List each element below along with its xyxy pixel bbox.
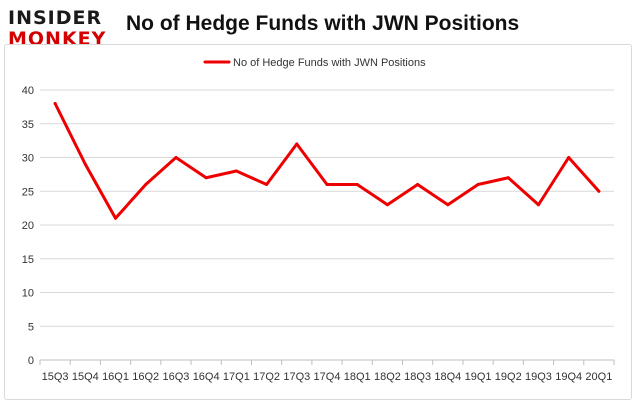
data-point-17Q4	[325, 183, 329, 186]
x-tick-label: 16Q4	[193, 371, 220, 383]
logo-line-insider: INSIDER	[8, 7, 103, 29]
data-point-17Q2	[265, 183, 269, 186]
x-tick-label: 17Q3	[283, 371, 310, 383]
data-point-17Q3	[295, 142, 299, 146]
x-tick-label: 18Q4	[434, 371, 461, 383]
x-tick-label: 15Q3	[42, 371, 69, 383]
chart-frame	[4, 44, 632, 400]
y-tick-label: 35	[22, 119, 34, 131]
y-tick-label: 25	[22, 186, 34, 198]
y-tick-label: 0	[28, 355, 34, 367]
chart-title: No of Hedge Funds with JWN Positions	[126, 12, 520, 35]
data-point-20Q1	[597, 189, 601, 193]
x-tick-label: 16Q3	[162, 371, 189, 383]
data-point-16Q2	[144, 183, 148, 186]
data-point-18Q3	[416, 183, 420, 186]
y-tick-label: 30	[22, 153, 34, 165]
y-tick-label: 40	[22, 85, 34, 97]
legend-label: No of Hedge Funds with JWN Positions	[233, 57, 426, 69]
x-tick-label: 19Q2	[495, 371, 522, 383]
x-tick-label: 15Q4	[72, 371, 99, 383]
data-point-19Q3	[536, 203, 540, 207]
x-tick-label: 19Q4	[555, 371, 582, 383]
x-tick-label: 17Q4	[314, 371, 341, 383]
data-point-17Q1	[234, 169, 238, 173]
x-tick-label: 17Q2	[253, 371, 280, 383]
data-point-19Q1	[476, 183, 480, 186]
x-tick-label: 16Q2	[132, 371, 159, 383]
x-tick-label: 19Q3	[525, 371, 552, 383]
x-tick-label: 18Q3	[404, 371, 431, 383]
x-tick-label: 16Q1	[102, 371, 129, 383]
data-point-16Q4	[204, 176, 208, 180]
y-tick-label: 15	[22, 254, 34, 266]
x-tick-label: 18Q1	[344, 371, 371, 383]
data-point-18Q1	[355, 183, 359, 186]
x-tick-label: 17Q1	[223, 371, 250, 383]
data-point-19Q2	[506, 176, 510, 180]
data-point-16Q1	[114, 216, 118, 220]
data-point-18Q2	[385, 203, 389, 207]
data-point-15Q3	[53, 102, 57, 105]
y-tick-label: 10	[22, 288, 34, 300]
data-point-18Q4	[446, 203, 450, 207]
y-tick-label: 5	[28, 321, 34, 333]
x-tick-label: 18Q2	[374, 371, 401, 383]
x-tick-label: 20Q1	[585, 371, 612, 383]
series-line	[53, 102, 601, 220]
x-tick-label: 19Q1	[465, 371, 492, 383]
data-point-19Q4	[567, 156, 571, 159]
y-tick-label: 20	[22, 220, 34, 232]
data-point-16Q3	[174, 156, 178, 159]
data-point-15Q4	[83, 162, 87, 166]
